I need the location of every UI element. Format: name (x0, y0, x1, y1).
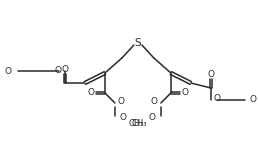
Text: S: S (135, 38, 141, 48)
Text: CH₃: CH₃ (131, 119, 147, 129)
Text: O: O (61, 64, 68, 74)
Text: O: O (149, 113, 156, 122)
Text: O: O (151, 98, 158, 106)
Text: O: O (5, 66, 12, 76)
Text: O: O (55, 66, 62, 74)
Text: O: O (87, 88, 94, 98)
Text: O: O (214, 95, 221, 103)
Text: O: O (118, 98, 125, 106)
Text: O: O (207, 69, 214, 79)
Text: O: O (250, 95, 257, 104)
Text: O: O (120, 113, 127, 122)
Text: O: O (181, 88, 188, 98)
Text: CH₃: CH₃ (129, 119, 144, 129)
